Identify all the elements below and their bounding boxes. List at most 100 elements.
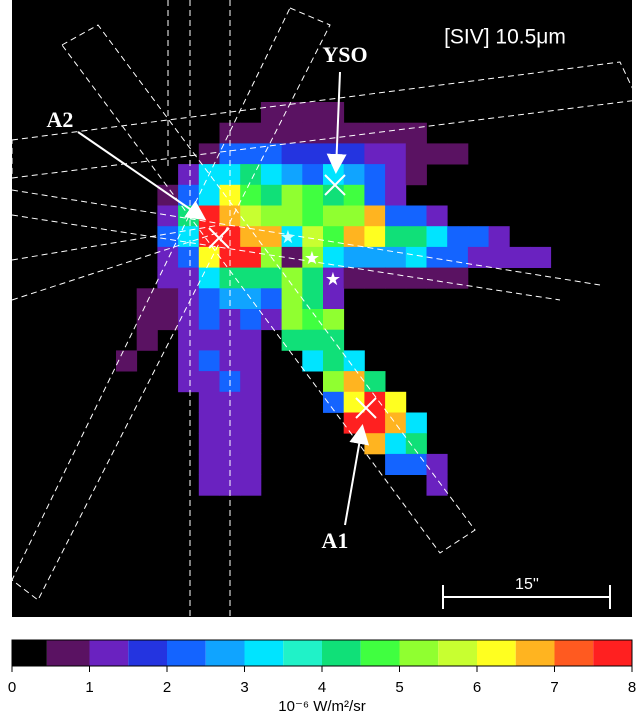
colorbar-band <box>322 640 361 666</box>
stars: ★ ★ ★ <box>280 227 341 289</box>
pixel <box>219 267 241 289</box>
pixel <box>323 246 345 268</box>
pixel <box>260 226 282 248</box>
pixel <box>426 205 448 227</box>
pixel <box>343 122 365 144</box>
pixel <box>240 122 262 144</box>
pixel <box>240 350 262 372</box>
pixel <box>198 433 220 455</box>
pixel <box>405 122 427 144</box>
pixel <box>302 205 324 227</box>
pixel <box>343 391 365 413</box>
pixel <box>198 453 220 475</box>
pixel <box>323 288 345 310</box>
pixel <box>219 246 241 268</box>
pixel <box>488 226 510 248</box>
pixel <box>178 288 200 310</box>
colorbar-band <box>205 640 245 666</box>
pixel <box>240 453 262 475</box>
slit-edge <box>11 224 221 261</box>
pixel <box>385 412 407 434</box>
pixel <box>198 350 220 372</box>
pixel <box>364 433 386 455</box>
pixel <box>198 391 220 413</box>
slit <box>11 61 639 179</box>
pixel <box>136 288 158 310</box>
pixel <box>178 246 200 268</box>
x-marker <box>324 174 346 196</box>
pixel <box>198 184 220 206</box>
colorbar-band <box>283 640 322 666</box>
pixel <box>157 309 179 331</box>
arrow <box>77 131 207 221</box>
pixel <box>281 164 303 186</box>
pixel <box>281 184 303 206</box>
pixel <box>323 267 345 289</box>
star: ★ <box>304 248 320 268</box>
pixel <box>240 412 262 434</box>
pixel <box>260 309 282 331</box>
pixel <box>447 246 469 268</box>
colorbar-tick-label: 4 <box>318 679 326 696</box>
pixel <box>364 164 386 186</box>
star: ★ <box>280 227 296 247</box>
pixel <box>178 184 200 206</box>
pixel <box>447 267 469 289</box>
pixel <box>281 246 303 268</box>
pixel <box>405 246 427 268</box>
pixel <box>405 267 427 289</box>
pixel <box>405 453 427 475</box>
pixel <box>178 164 200 186</box>
pixel <box>385 226 407 248</box>
slit <box>61 24 476 554</box>
pixel <box>260 164 282 186</box>
arrow <box>326 71 347 174</box>
pixel <box>405 205 427 227</box>
pixel <box>405 164 427 186</box>
pixel <box>281 143 303 165</box>
pixel <box>198 246 220 268</box>
colorbar-label: 10⁻⁶ W/m²/sr <box>278 698 365 715</box>
pixel <box>302 246 324 268</box>
colorbar-band <box>46 640 90 666</box>
pixel <box>323 205 345 227</box>
pixel <box>323 164 345 186</box>
pixel <box>260 205 282 227</box>
pixel <box>240 309 262 331</box>
pixel <box>343 164 365 186</box>
pixel <box>302 309 324 331</box>
colorbar-tick-label: 2 <box>163 679 171 696</box>
pixel <box>240 371 262 393</box>
colorbar-band <box>515 640 555 666</box>
pixel <box>302 350 324 372</box>
x-marker <box>355 397 377 419</box>
pixel <box>198 371 220 393</box>
pixel <box>302 164 324 186</box>
colorbar-band <box>399 640 439 666</box>
pixel <box>426 267 448 289</box>
pixel <box>198 205 220 227</box>
colorbar-band <box>360 640 400 666</box>
pixel <box>385 433 407 455</box>
pixel <box>385 391 407 413</box>
pixel <box>405 143 427 165</box>
colorbar-tick-label: 7 <box>550 679 558 696</box>
pixel <box>343 226 365 248</box>
pixel <box>136 309 158 331</box>
pixel <box>178 350 200 372</box>
pixel <box>178 267 200 289</box>
pixel <box>260 143 282 165</box>
pixel <box>136 329 158 351</box>
pixel <box>323 391 345 413</box>
pixel <box>281 288 303 310</box>
pixel <box>240 226 262 248</box>
pixel <box>260 184 282 206</box>
pixel <box>323 226 345 248</box>
source-markers <box>208 174 377 419</box>
colorbar-tick-label: 6 <box>473 679 481 696</box>
colorbar <box>12 640 632 666</box>
pixel <box>116 350 138 372</box>
pixel <box>385 164 407 186</box>
pixel <box>364 184 386 206</box>
